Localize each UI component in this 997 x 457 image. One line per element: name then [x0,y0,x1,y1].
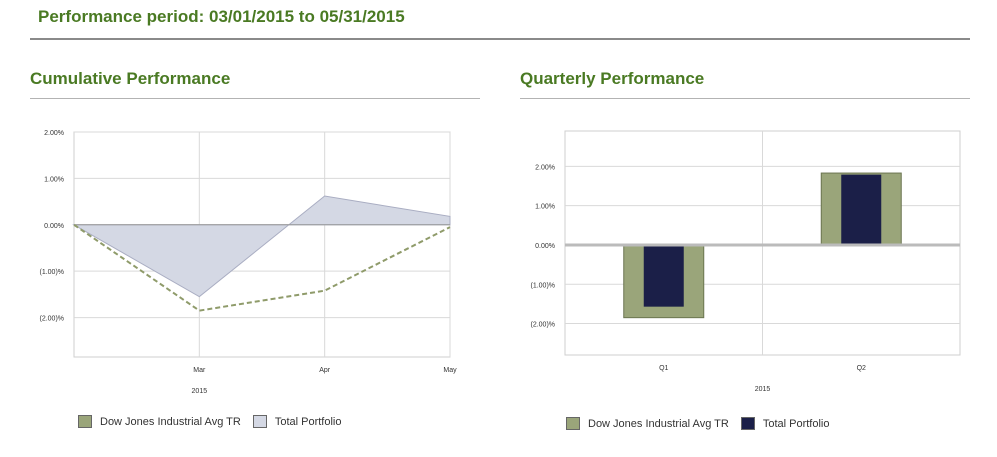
cumulative-legend: Dow Jones Industrial Avg TR Total Portfo… [78,415,342,428]
page-title: Performance period: 03/01/2015 to 05/31/… [38,7,405,26]
bar-total-portfolio [643,244,684,307]
y-tick-label: 1.00% [44,176,64,183]
legend-label-portfolio: Total Portfolio [762,417,830,430]
legend-item-portfolio: Total Portfolio [740,417,830,430]
x-tick-label: Q1 [659,365,668,372]
legend-swatch-portfolio [252,415,267,428]
y-tick-label: (1.00)% [39,269,64,276]
y-tick-label: 2.00% [535,164,555,171]
legend-item-portfolio: Total Portfolio [252,415,342,428]
legend-label-djia: Dow Jones Industrial Avg TR [100,415,241,428]
y-tick-label: 0.00% [535,243,555,250]
x-tick-label: May [443,367,457,374]
y-tick-label: (2.00)% [530,322,555,329]
y-tick-label: 0.00% [44,223,64,230]
x-axis-label: 2015 [755,386,771,393]
y-tick-label: (2.00)% [39,316,64,323]
cumulative-performance-chart: 2.00% 1.00% 0.00% (1.00)% (2.00)% Mar Apr May 20… [39,130,457,395]
quarterly-performance-chart: 2.00% 1.00% 0.00% (1.00)% (2.00)% Q1 Q2 2015 [530,130,961,393]
cumulative-performance-title: Cumulative Performance [30,69,231,88]
y-tick-label: 1.00% [535,204,555,211]
series-line-djia [73,223,451,312]
legend-swatch-djia [566,417,580,430]
bar-total-portfolio [841,174,882,245]
cumulative-divider [30,98,480,99]
legend-swatch-djia [78,415,92,428]
x-tick-label: Q2 [857,365,866,372]
quarterly-legend: Dow Jones Industrial Avg TR Total Portfo… [566,417,830,430]
legend-label-djia: Dow Jones Industrial Avg TR [588,417,729,430]
legend-item-djia: Dow Jones Industrial Avg TR [566,417,729,430]
legend-item-djia: Dow Jones Industrial Avg TR [78,415,241,428]
legend-label-portfolio: Total Portfolio [274,415,342,428]
quarterly-divider [520,98,970,99]
legend-swatch-portfolio [740,417,755,430]
x-axis-label: 2015 [192,388,208,395]
x-tick-label: Apr [319,367,331,374]
quarterly-performance-title: Quarterly Performance [520,69,705,88]
y-tick-label: (1.00)% [530,282,555,289]
y-tick-label: 2.00% [44,130,64,137]
title-divider [30,38,970,40]
x-tick-label: Mar [193,367,206,374]
